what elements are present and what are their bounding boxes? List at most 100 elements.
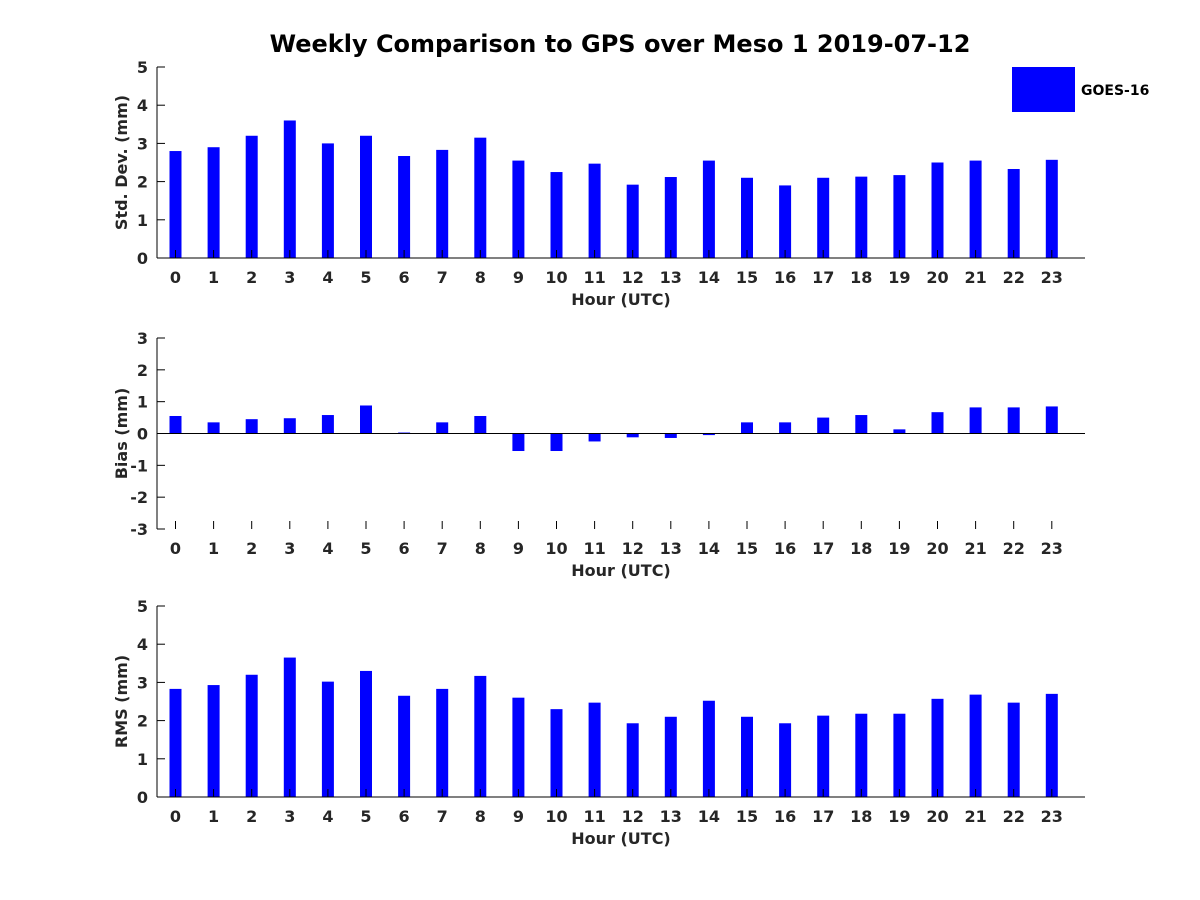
x-tick-label-bias-21: 21 (964, 539, 986, 558)
y-tick-label-rms-2: 2 (137, 712, 148, 731)
bar-bias-hour-12 (626, 433, 639, 438)
bar-rms-hour-13 (664, 716, 677, 797)
x-tick-label-bias-3: 3 (284, 539, 295, 558)
bar-rms-hour-22 (1007, 702, 1020, 797)
x-tick-label-std-dev-18: 18 (850, 268, 872, 287)
x-tick-label-rms-10: 10 (545, 807, 567, 826)
y-tick-label-bias-2: 2 (137, 361, 148, 380)
x-tick-label-rms-17: 17 (812, 807, 834, 826)
x-tick-label-rms-11: 11 (583, 807, 605, 826)
x-tick-label-rms-21: 21 (964, 807, 986, 826)
bar-std-dev-hour-7 (436, 149, 449, 258)
x-tick-label-rms-13: 13 (660, 807, 682, 826)
x-tick-label-rms-15: 15 (736, 807, 758, 826)
bar-bias-hour-19 (893, 429, 906, 434)
x-axis-label-bias: Hour (UTC) (571, 561, 671, 580)
bar-rms-hour-15 (741, 716, 753, 797)
x-tick-label-rms-0: 0 (170, 807, 181, 826)
bar-bias-hour-13 (664, 433, 677, 438)
bar-rms-hour-2 (245, 674, 258, 797)
x-tick-label-bias-8: 8 (475, 539, 486, 558)
bar-std-dev-hour-0 (169, 151, 182, 258)
bar-rms-hour-18 (855, 713, 868, 797)
x-tick-label-bias-11: 11 (583, 539, 605, 558)
bar-std-dev-hour-11 (588, 163, 601, 258)
bar-std-dev-hour-5 (360, 135, 372, 258)
x-tick-label-std-dev-12: 12 (622, 268, 644, 287)
bar-bias-hour-10 (550, 433, 563, 452)
x-tick-label-bias-9: 9 (513, 539, 524, 558)
x-tick-label-bias-15: 15 (736, 539, 758, 558)
x-tick-label-bias-16: 16 (774, 539, 796, 558)
bar-bias-hour-1 (207, 422, 220, 434)
x-tick-label-std-dev-20: 20 (926, 268, 948, 287)
bar-bias-hour-21 (969, 407, 982, 434)
x-tick-label-rms-20: 20 (926, 807, 948, 826)
x-axis-label-std-dev: Hour (UTC) (571, 290, 671, 309)
y-tick-label-bias-3: 3 (137, 329, 148, 348)
x-tick-label-std-dev-17: 17 (812, 268, 834, 287)
x-tick-label-std-dev-4: 4 (322, 268, 333, 287)
x-tick-label-rms-4: 4 (322, 807, 333, 826)
x-tick-label-std-dev-21: 21 (964, 268, 986, 287)
bar-std-dev-hour-9 (512, 160, 525, 258)
y-tick-label-rms-3: 3 (137, 673, 148, 692)
bar-rms-hour-5 (360, 670, 372, 797)
y-tick-label-rms-0: 0 (137, 788, 148, 807)
bar-rms-hour-16 (779, 723, 792, 797)
x-tick-label-bias-14: 14 (698, 539, 720, 558)
x-tick-label-std-dev-10: 10 (545, 268, 567, 287)
y-tick-label-bias--3: -3 (130, 520, 148, 539)
x-tick-label-rms-12: 12 (622, 807, 644, 826)
x-tick-label-bias-2: 2 (246, 539, 257, 558)
bar-rms-hour-20 (931, 698, 944, 797)
bar-bias-hour-20 (931, 412, 944, 434)
x-tick-label-bias-1: 1 (208, 539, 219, 558)
bar-bias-hour-22 (1007, 407, 1020, 434)
bar-bias-hour-8 (474, 415, 487, 434)
x-tick-label-rms-9: 9 (513, 807, 524, 826)
bar-rms-hour-6 (398, 695, 411, 797)
x-tick-label-rms-5: 5 (360, 807, 371, 826)
bar-std-dev-hour-21 (969, 160, 982, 258)
x-tick-label-std-dev-7: 7 (437, 268, 448, 287)
x-tick-label-rms-19: 19 (888, 807, 910, 826)
x-tick-label-bias-6: 6 (399, 539, 410, 558)
bar-rms-hour-19 (893, 713, 906, 797)
y-tick-label-std-dev-0: 0 (137, 249, 148, 268)
bar-std-dev-hour-22 (1007, 168, 1020, 258)
y-tick-label-bias--1: -1 (130, 456, 148, 475)
x-tick-label-std-dev-2: 2 (246, 268, 257, 287)
x-tick-label-bias-13: 13 (660, 539, 682, 558)
bar-std-dev-hour-23 (1045, 159, 1058, 258)
x-tick-label-bias-5: 5 (360, 539, 371, 558)
x-tick-label-bias-18: 18 (850, 539, 872, 558)
bar-std-dev-hour-6 (398, 156, 411, 258)
bar-bias-hour-4 (321, 415, 334, 434)
y-tick-label-std-dev-4: 4 (137, 96, 148, 115)
x-tick-label-bias-19: 19 (888, 539, 910, 558)
bar-rms-hour-7 (436, 688, 449, 797)
x-tick-label-rms-8: 8 (475, 807, 486, 826)
y-axis-label-bias: Bias (mm) (112, 388, 131, 480)
y-tick-label-bias-1: 1 (137, 393, 148, 412)
bar-std-dev-hour-3 (283, 120, 296, 258)
chart-title: Weekly Comparison to GPS over Meso 1 201… (269, 30, 971, 58)
y-tick-label-bias--2: -2 (130, 488, 148, 507)
bar-std-dev-hour-20 (931, 162, 944, 258)
bar-std-dev-hour-16 (779, 185, 792, 258)
y-tick-label-std-dev-2: 2 (137, 173, 148, 192)
x-axis-label-rms: Hour (UTC) (571, 829, 671, 848)
x-tick-label-bias-12: 12 (622, 539, 644, 558)
bar-std-dev-hour-12 (626, 184, 639, 258)
x-tick-label-std-dev-5: 5 (360, 268, 371, 287)
y-tick-label-rms-4: 4 (137, 635, 148, 654)
bar-bias-hour-15 (741, 422, 753, 434)
x-tick-label-rms-16: 16 (774, 807, 796, 826)
x-tick-label-bias-0: 0 (170, 539, 181, 558)
x-tick-label-rms-1: 1 (208, 807, 219, 826)
bar-std-dev-hour-8 (474, 137, 487, 258)
x-tick-label-rms-14: 14 (698, 807, 720, 826)
